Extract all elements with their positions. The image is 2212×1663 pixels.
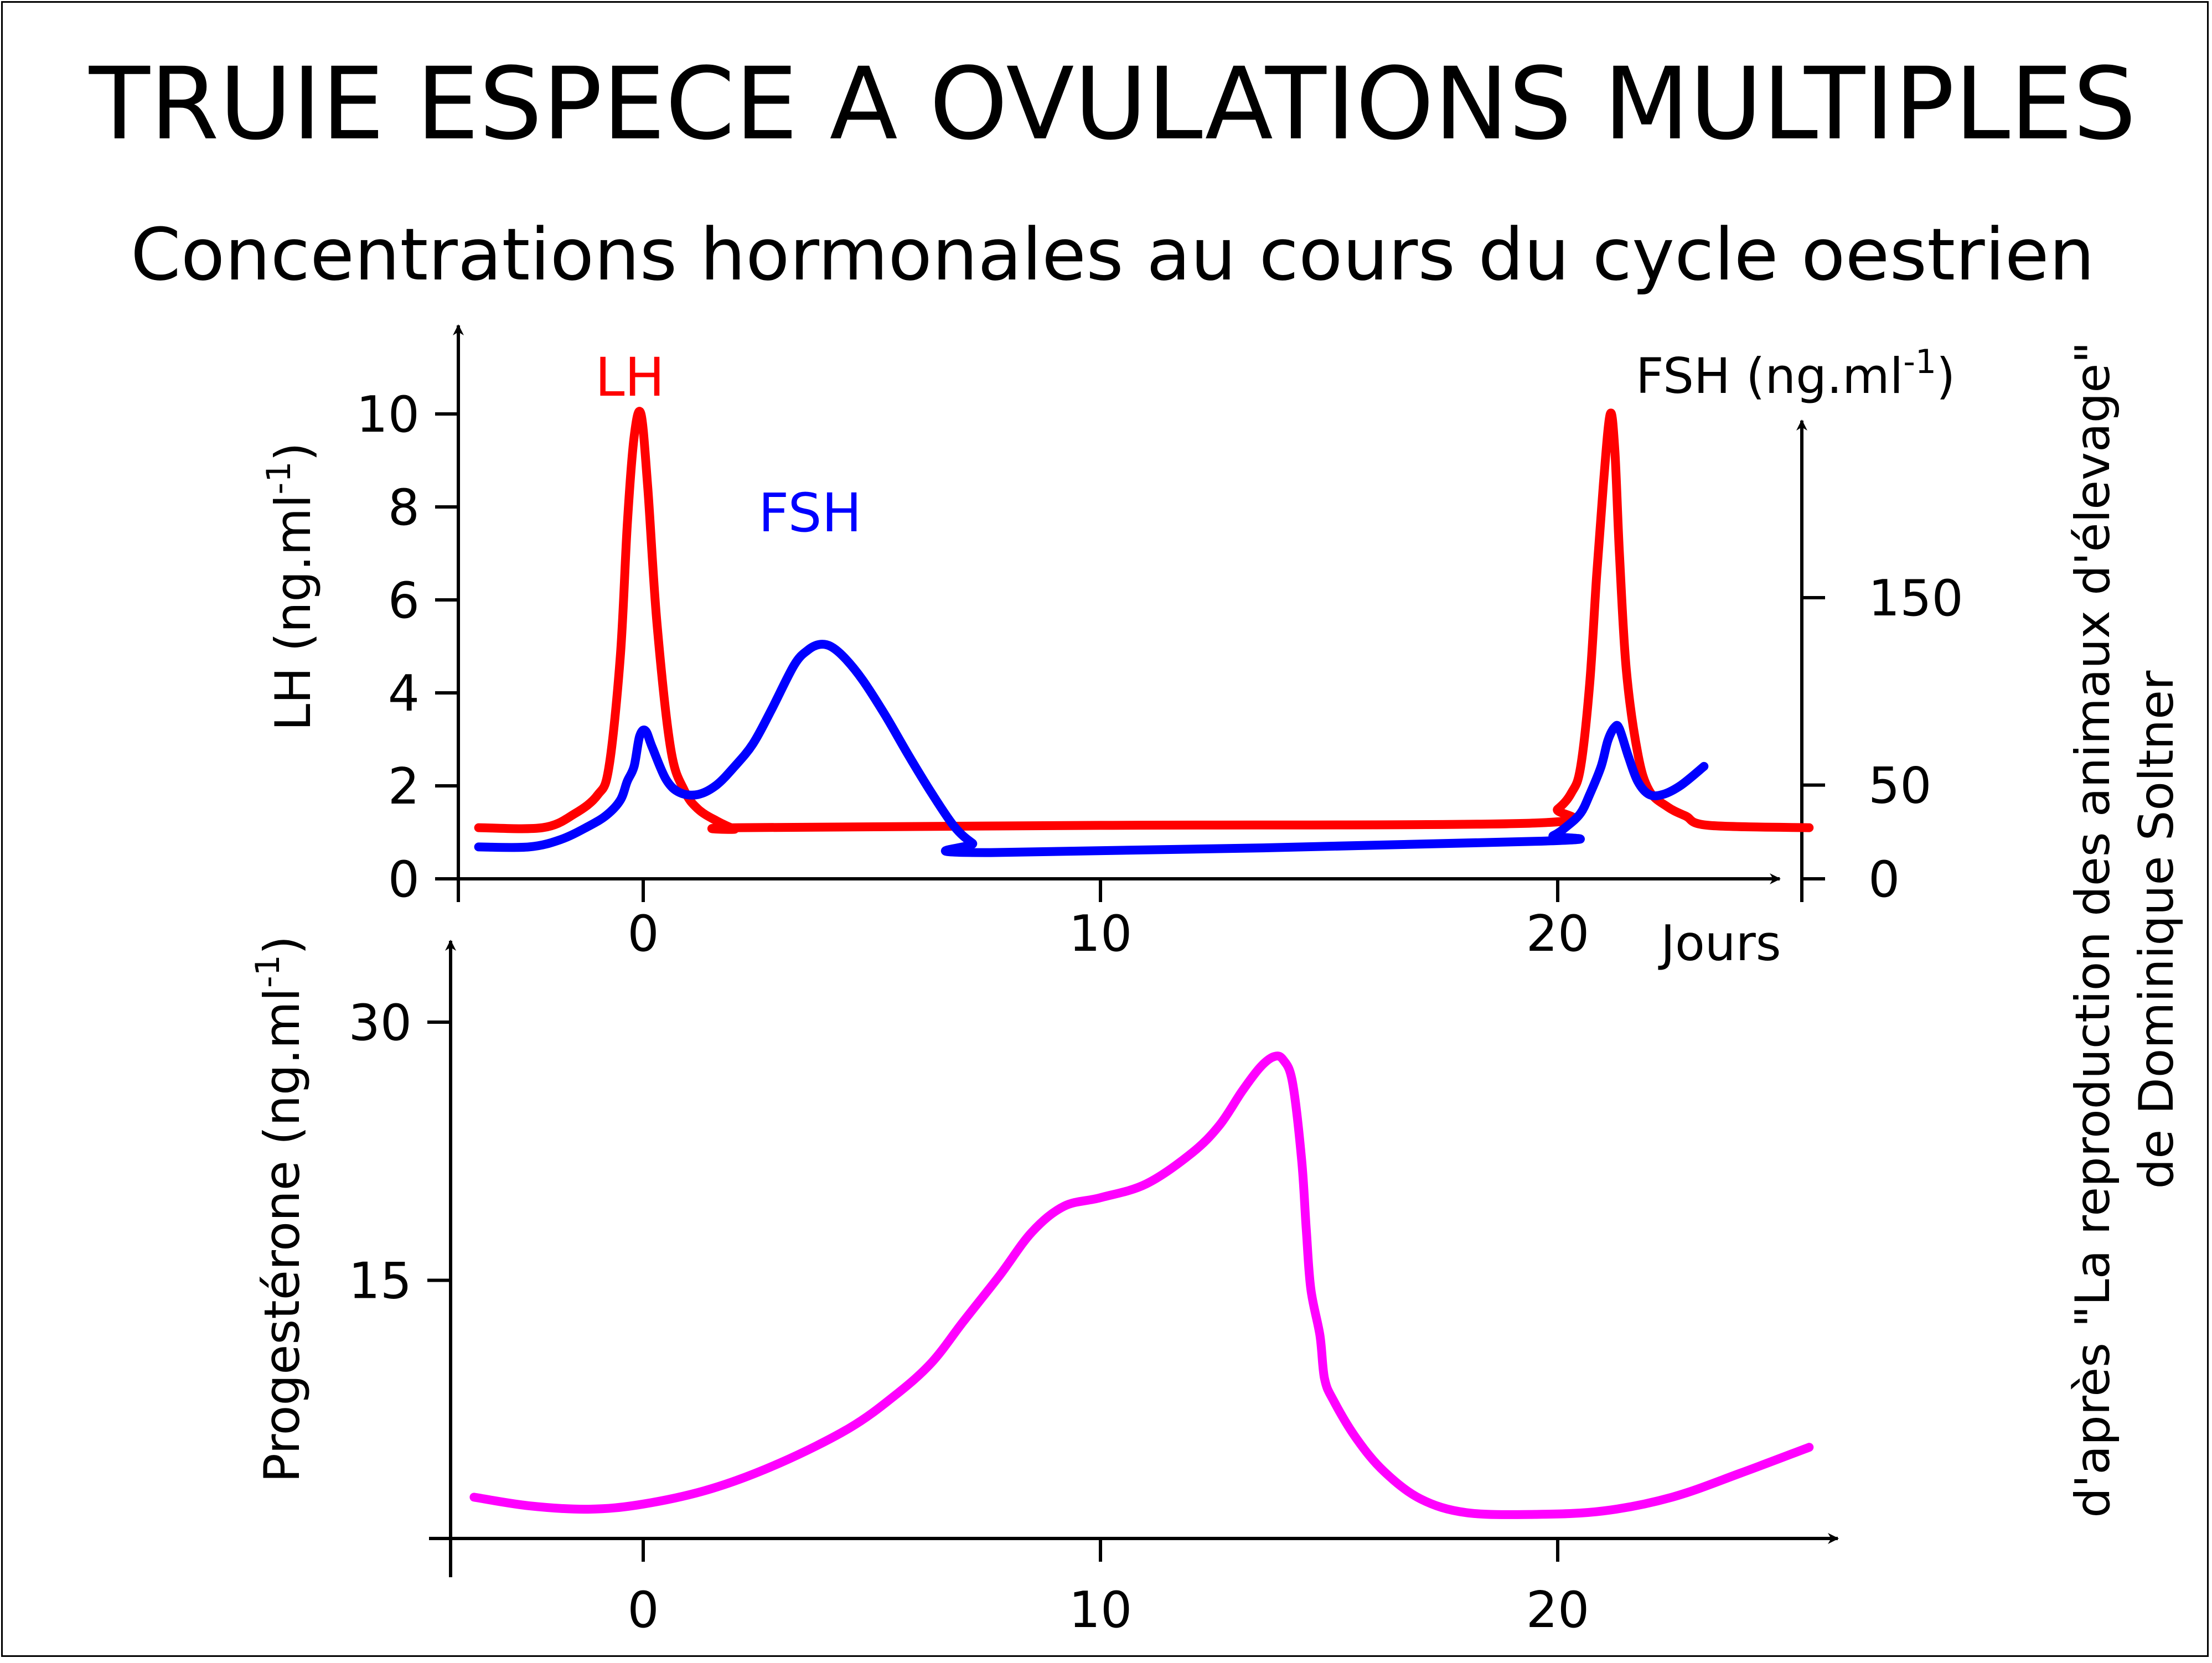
progesterone-x-tick-label: 10: [1069, 1581, 1133, 1639]
lh-y-tick-label: 10: [356, 386, 420, 444]
x-axis-title: Jours: [1658, 915, 1781, 972]
lh-y-tick-label: 0: [388, 851, 420, 909]
credit: d'après "La reproduction des animaux d'é…: [2065, 341, 2184, 1518]
fsh-y-tick-label: 150: [1868, 569, 1963, 628]
lh-y-tick-label: 4: [388, 665, 420, 723]
fsh-y-tick-label: 50: [1868, 757, 1932, 815]
fsh-series-label: FSH: [758, 482, 862, 544]
x-tick-label: 0: [627, 905, 659, 963]
progesterone-series-line: [469, 1051, 1814, 1519]
progesterone-chart: Progestérone (ng.ml-1) 15 30 0 10 20: [249, 936, 1839, 1639]
x-tick-label: 20: [1526, 905, 1590, 963]
progesterone-y-tick-label: 30: [348, 994, 412, 1052]
credit-line-2: de Dominique Soltner: [2129, 670, 2184, 1189]
lh-series-label: LH: [595, 346, 665, 408]
lh-y-tick-label: 8: [388, 479, 420, 537]
x-tick-label: 10: [1069, 905, 1133, 963]
lh-series-line: [474, 407, 1814, 834]
progesterone-axis-title: Progestérone (ng.ml-1): [249, 936, 311, 1483]
chart-title: TRUIE ESPECE A OVULATIONS MULTIPLES: [89, 46, 2136, 162]
credit-line-1: d'après "La reproduction des animaux d'é…: [2065, 341, 2121, 1518]
progesterone-x-tick-label: 20: [1526, 1581, 1590, 1639]
lh-fsh-chart: LH (ng.ml-1) FSH (ng.ml-1) Jours LH FSH …: [260, 324, 1963, 972]
lh-y-tick-label: 2: [388, 758, 420, 816]
lh-y-tick-label: 6: [388, 572, 420, 630]
lh-axis-title: LH (ng.ml-1): [260, 442, 322, 731]
fsh-y-tick-label: 0: [1868, 851, 1900, 909]
progesterone-y-tick-label: 15: [348, 1252, 412, 1310]
chart-subtitle: Concentrations hormonales au cours du cy…: [131, 213, 2095, 297]
fsh-series-line: [474, 640, 1709, 857]
fsh-axis-title: FSH (ng.ml-1): [1636, 343, 1955, 405]
progesterone-x-tick-label: 0: [627, 1581, 659, 1639]
